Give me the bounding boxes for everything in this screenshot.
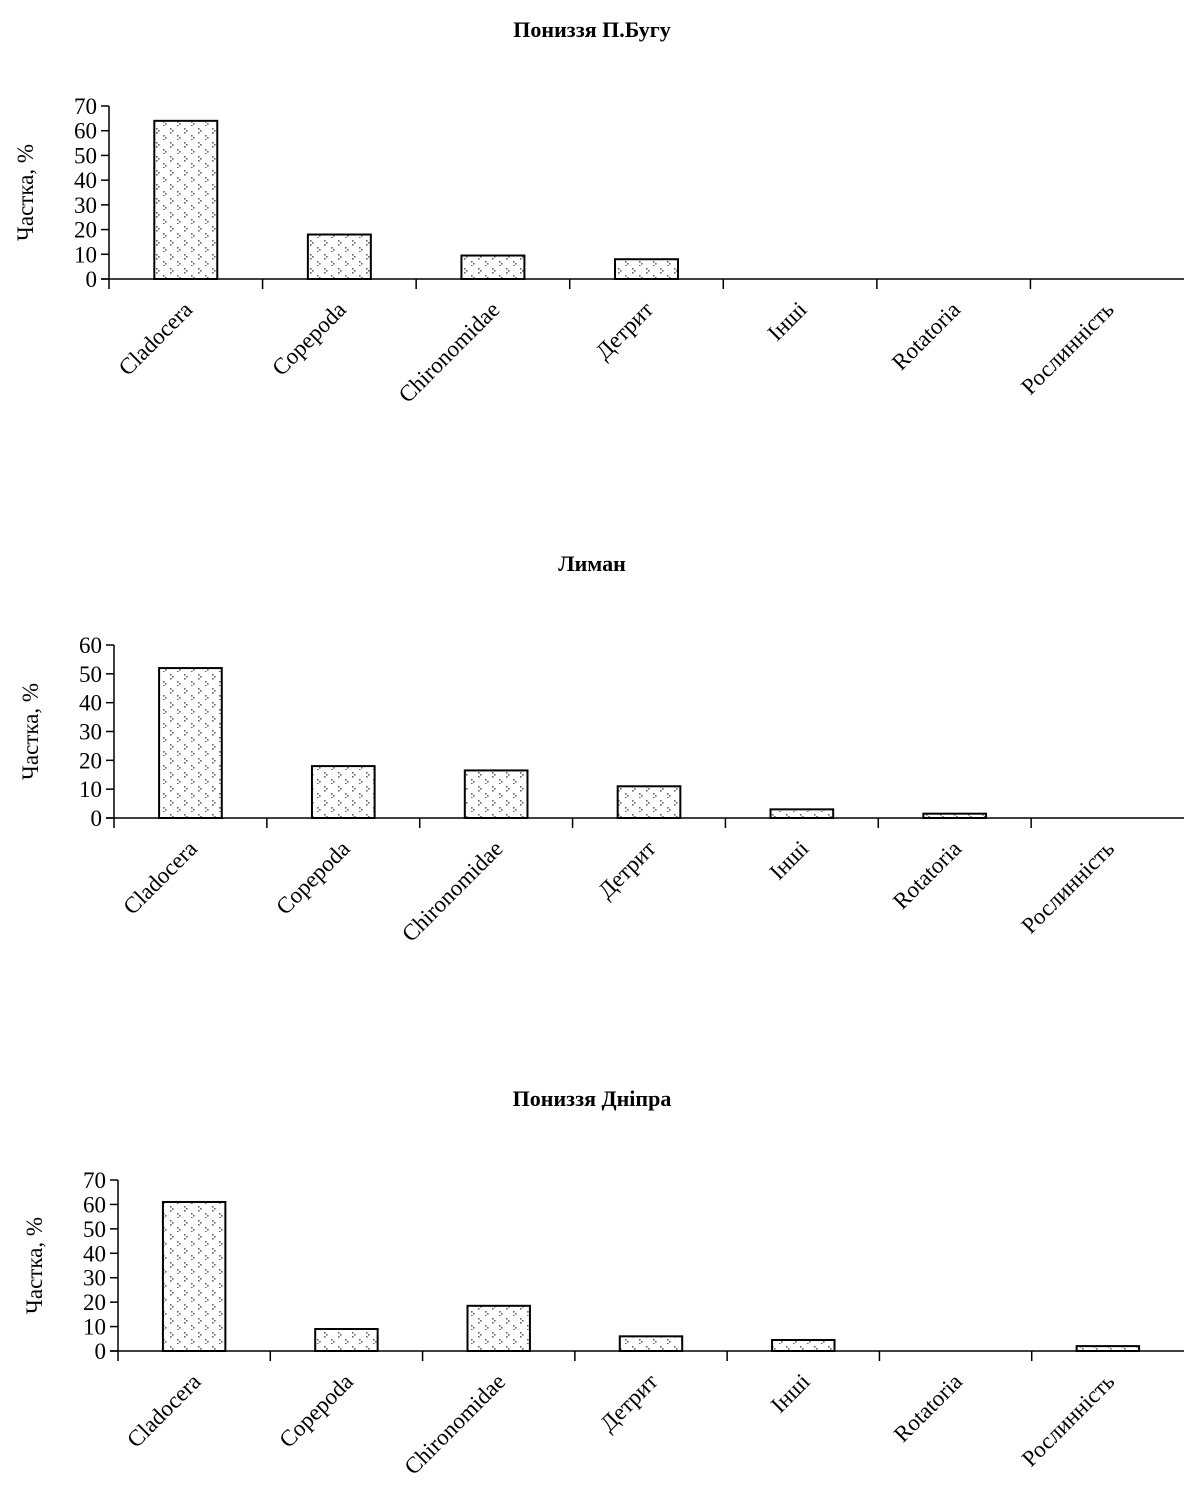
chart-panel-2: Лиман Частка, % 0 10 20 30 40 50 60 Cladocera Cope… [18, 551, 1184, 947]
y-tick-label: 50 [79, 662, 102, 687]
bar-copepoda [314, 1328, 379, 1352]
y-tick-label: 10 [79, 777, 102, 802]
y-tick-label: 40 [79, 691, 102, 716]
bar-детрит [614, 258, 679, 281]
y-tick-label: 60 [79, 633, 102, 658]
chart-title: Пониззя П.Бугу [513, 17, 670, 42]
y-tick-label: 20 [74, 218, 97, 243]
x-category-label: Рослинність [1017, 1369, 1120, 1472]
bar-copepoda [306, 233, 372, 280]
x-category-label: Інші [765, 836, 814, 885]
x-category-label: Chironomidae [394, 297, 505, 408]
y-axis-title: Частка, % [22, 1217, 47, 1314]
x-category-label: Chironomidae [397, 836, 508, 947]
x-category-label: Chironomidae [400, 1369, 511, 1480]
x-category-label: Cladocera [122, 1369, 206, 1453]
y-tick-label: 10 [83, 1315, 106, 1340]
y-tick-label: 20 [79, 748, 102, 773]
chart-title: Лиман [558, 551, 626, 576]
bar-детрит [616, 785, 682, 819]
bar-інші [771, 1339, 836, 1353]
y-tick-label: 60 [83, 1192, 106, 1217]
y-tick-label: 50 [74, 143, 97, 168]
x-category-label: Copepoda [267, 297, 351, 381]
y-tick-label: 10 [74, 242, 97, 267]
bar-cladocera [158, 667, 223, 819]
x-category-label: Copepoda [271, 836, 355, 920]
x-category-label: Інші [763, 297, 812, 346]
chart-title: Пониззя Дніпра [513, 1086, 672, 1111]
y-tick-label: 30 [83, 1266, 106, 1291]
y-tick-label: 30 [79, 720, 102, 745]
y-tick-label: 0 [95, 1339, 107, 1364]
x-category-label: Rotatoria [889, 1369, 967, 1447]
bar-chironomidae [463, 769, 529, 819]
y-axis-title: Частка, % [13, 144, 38, 241]
x-category-label: Рослинність [1017, 836, 1120, 939]
x-category-label: Інші [766, 1369, 815, 1418]
x-category-label: Детрит [593, 836, 660, 903]
x-category-label: Copepoda [274, 1369, 358, 1453]
y-tick-label: 20 [83, 1290, 106, 1315]
y-tick-label: 70 [83, 1168, 106, 1193]
y-tick-label: 60 [74, 119, 97, 144]
y-tick-label: 40 [83, 1241, 106, 1266]
y-axis-title: Частка, % [18, 683, 43, 780]
y-tick-label: 40 [74, 168, 97, 193]
x-category-label: Детрит [591, 297, 658, 364]
y-tick-label: 70 [74, 94, 97, 119]
bar-copepoda [310, 765, 376, 819]
bar-chironomidae [466, 1304, 531, 1352]
x-category-label: Рослинність [1016, 297, 1119, 400]
y-tick-label: 0 [86, 267, 98, 292]
x-category-label: Cladocera [114, 297, 198, 381]
bar-інші [769, 808, 835, 819]
x-category-label: Cladocera [118, 836, 202, 920]
x-category-label: Детрит [595, 1369, 662, 1436]
x-category-label: Rotatoria [887, 297, 965, 375]
x-category-label: Rotatoria [888, 836, 966, 914]
bar-cladocera [153, 119, 219, 281]
y-tick-label: 50 [83, 1217, 106, 1242]
bar-chironomidae [460, 254, 526, 280]
bar-детрит [618, 1335, 684, 1353]
y-tick-label: 30 [74, 193, 97, 218]
bar-cladocera [161, 1200, 227, 1352]
y-tick-label: 0 [91, 806, 103, 831]
